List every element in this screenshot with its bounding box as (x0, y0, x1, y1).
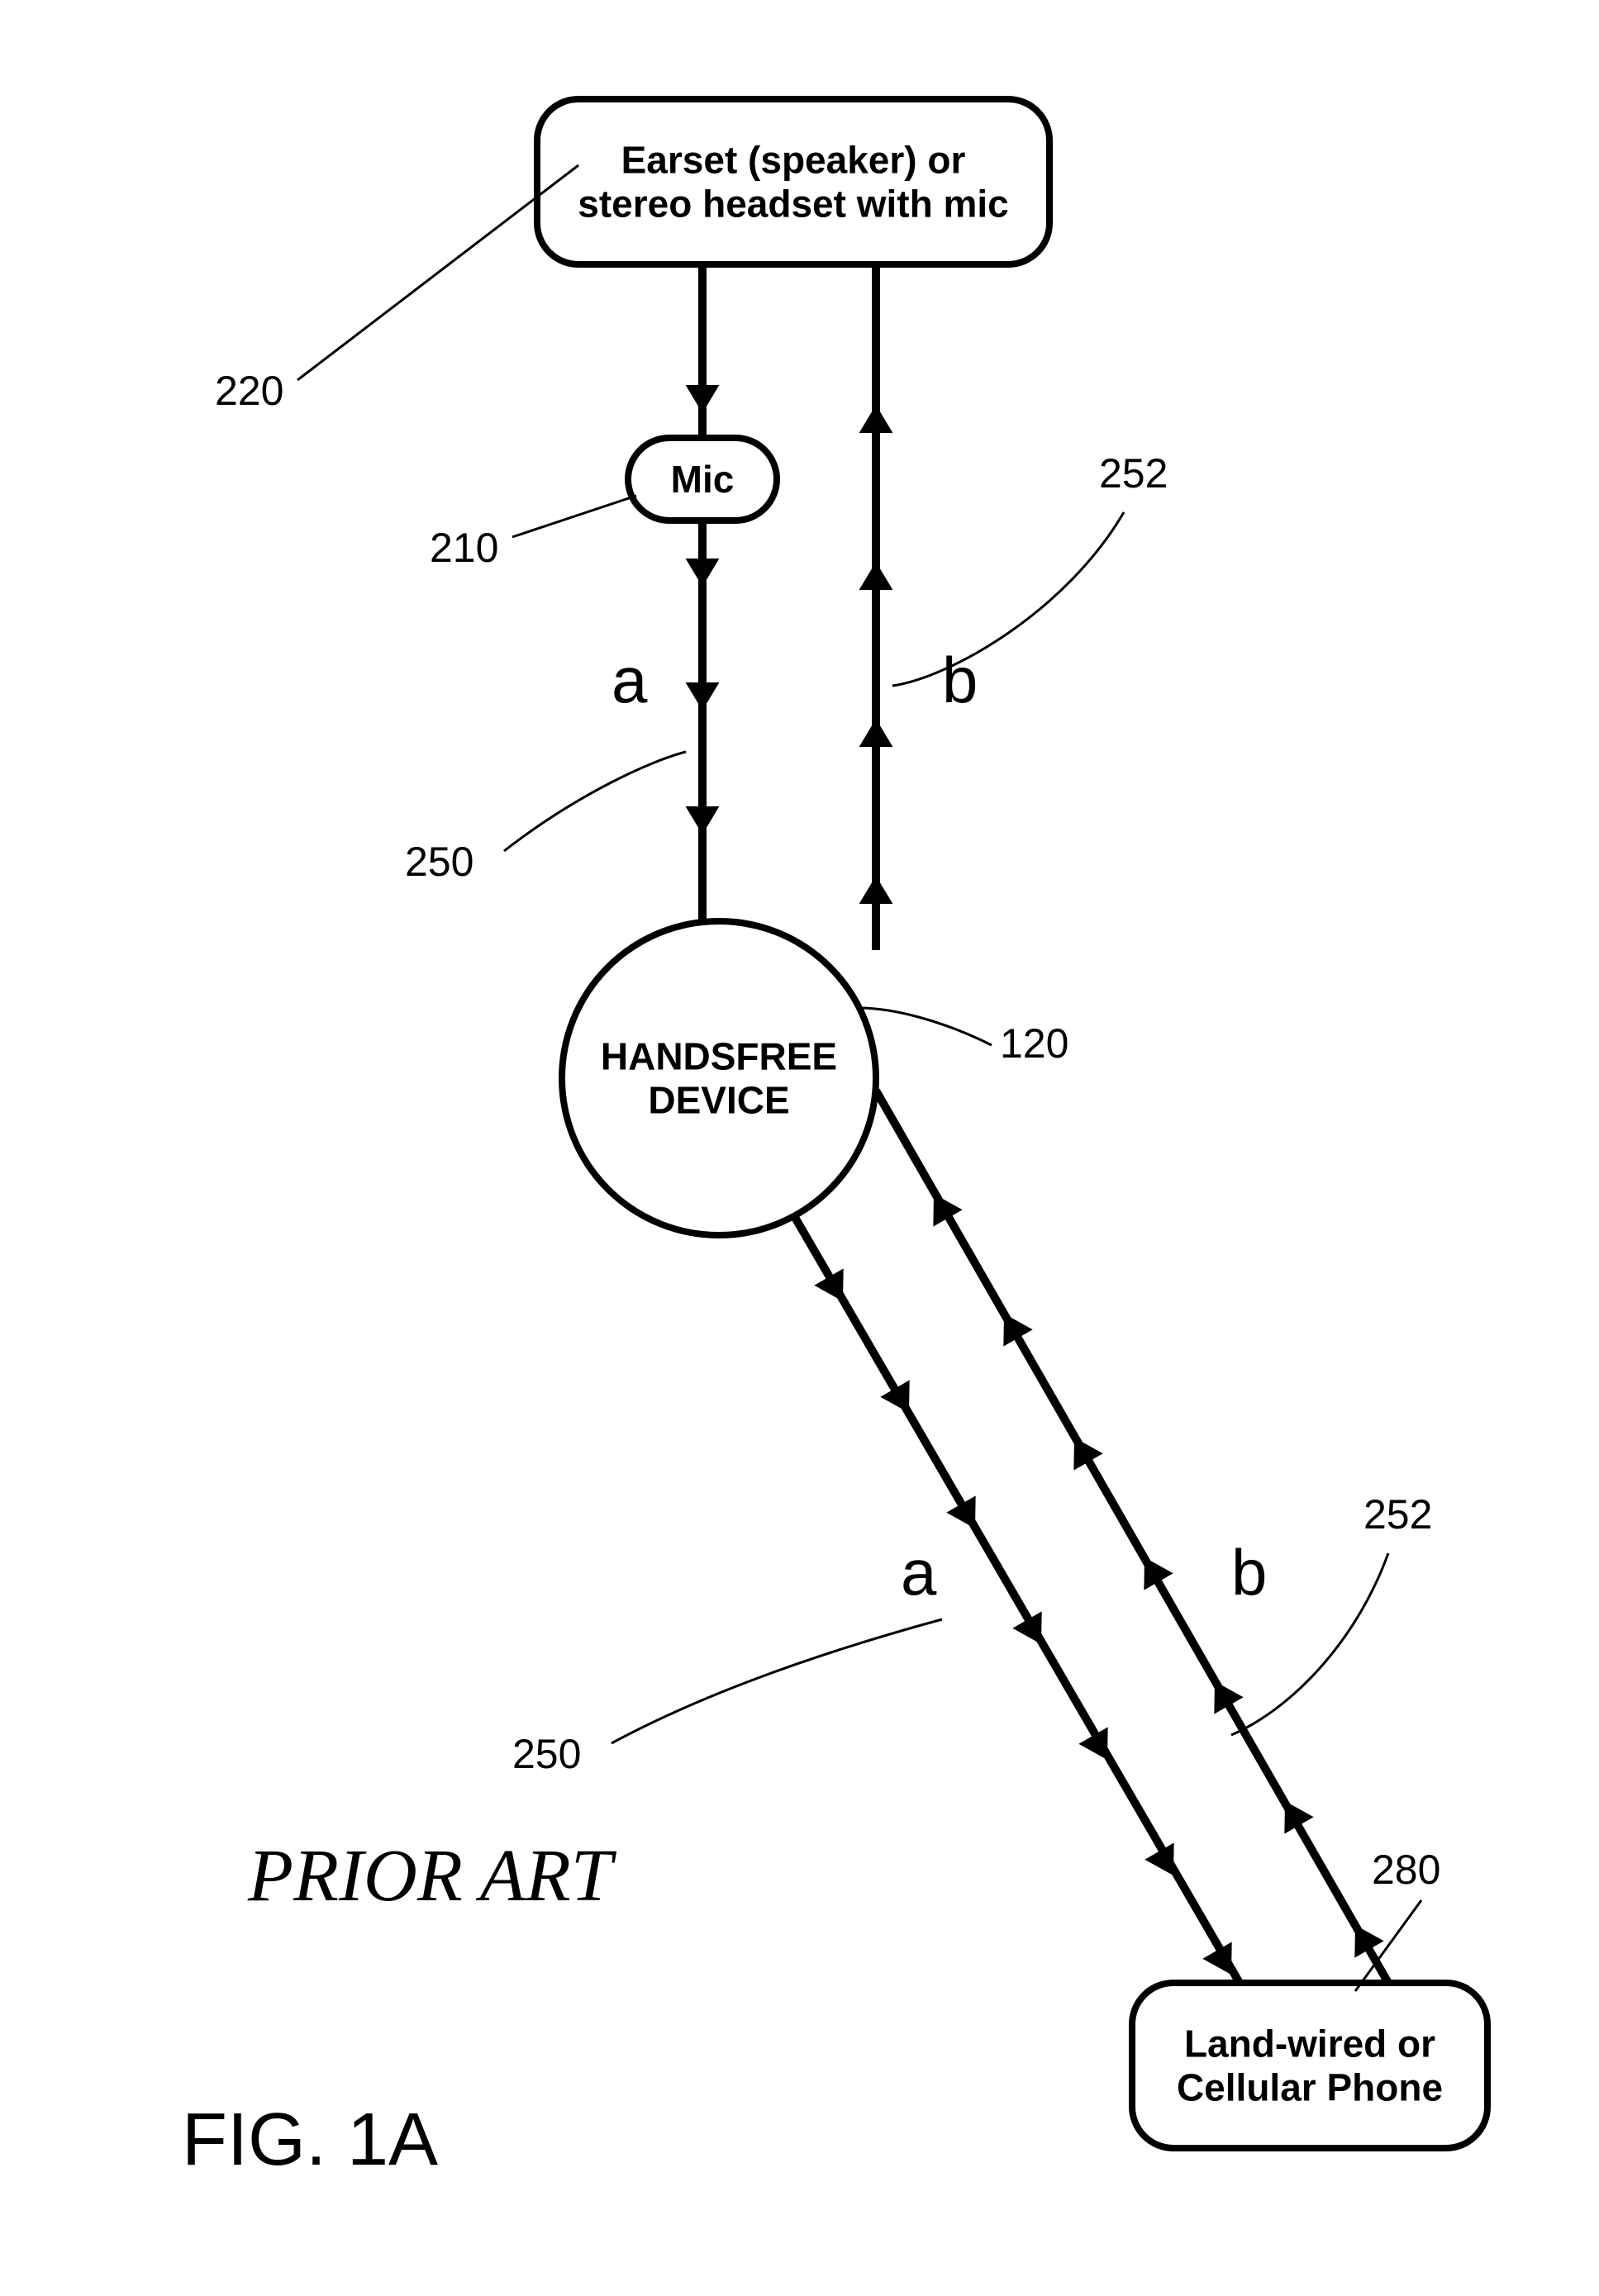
refnum-250_top: 250 (405, 839, 474, 885)
node-mic-line-0: Mic (671, 458, 735, 501)
leader-252_top (892, 512, 1124, 686)
refnum-252_top: 252 (1099, 450, 1168, 497)
figure-label: FIG. 1A (182, 2099, 438, 2181)
refnum-280: 280 (1372, 1847, 1440, 1893)
path-label-b_bottom: b (1231, 1536, 1267, 1609)
leader-220 (297, 165, 578, 380)
node-phone-line-0: Land-wired or (1184, 2023, 1435, 2065)
node-handsfree-line-1: DEVICE (648, 1079, 789, 1122)
leader-210 (512, 496, 636, 537)
leader-250_bottom (612, 1619, 942, 1743)
node-mic: Mic (628, 438, 777, 521)
path-label-a_top: a (612, 644, 648, 716)
refnum-220: 220 (215, 368, 283, 414)
path-label-a_bottom: a (901, 1536, 937, 1609)
node-handsfree-line-0: HANDSFREE (601, 1035, 837, 1078)
node-earset: Earset (speaker) orstereo headset with m… (537, 99, 1049, 264)
leader-250_top (504, 752, 686, 851)
refnum-252_bottom: 252 (1363, 1491, 1432, 1538)
refnum-210: 210 (430, 525, 498, 571)
refnum-250_bottom: 250 (512, 1731, 581, 1777)
node-phone-line-1: Cellular Phone (1177, 2066, 1443, 2109)
node-earset-line-1: stereo headset with mic (578, 183, 1009, 226)
path-b-bottom (876, 1091, 1388, 1983)
node-handsfree: HANDSFREEDEVICE (562, 921, 876, 1235)
node-phone: Land-wired orCellular Phone (1132, 1983, 1487, 2148)
refnum-120: 120 (1000, 1020, 1068, 1067)
node-earset-line-0: Earset (speaker) or (621, 139, 966, 182)
prior-art-label: PRIOR ART (247, 1835, 617, 1917)
leader-120 (859, 1008, 992, 1045)
